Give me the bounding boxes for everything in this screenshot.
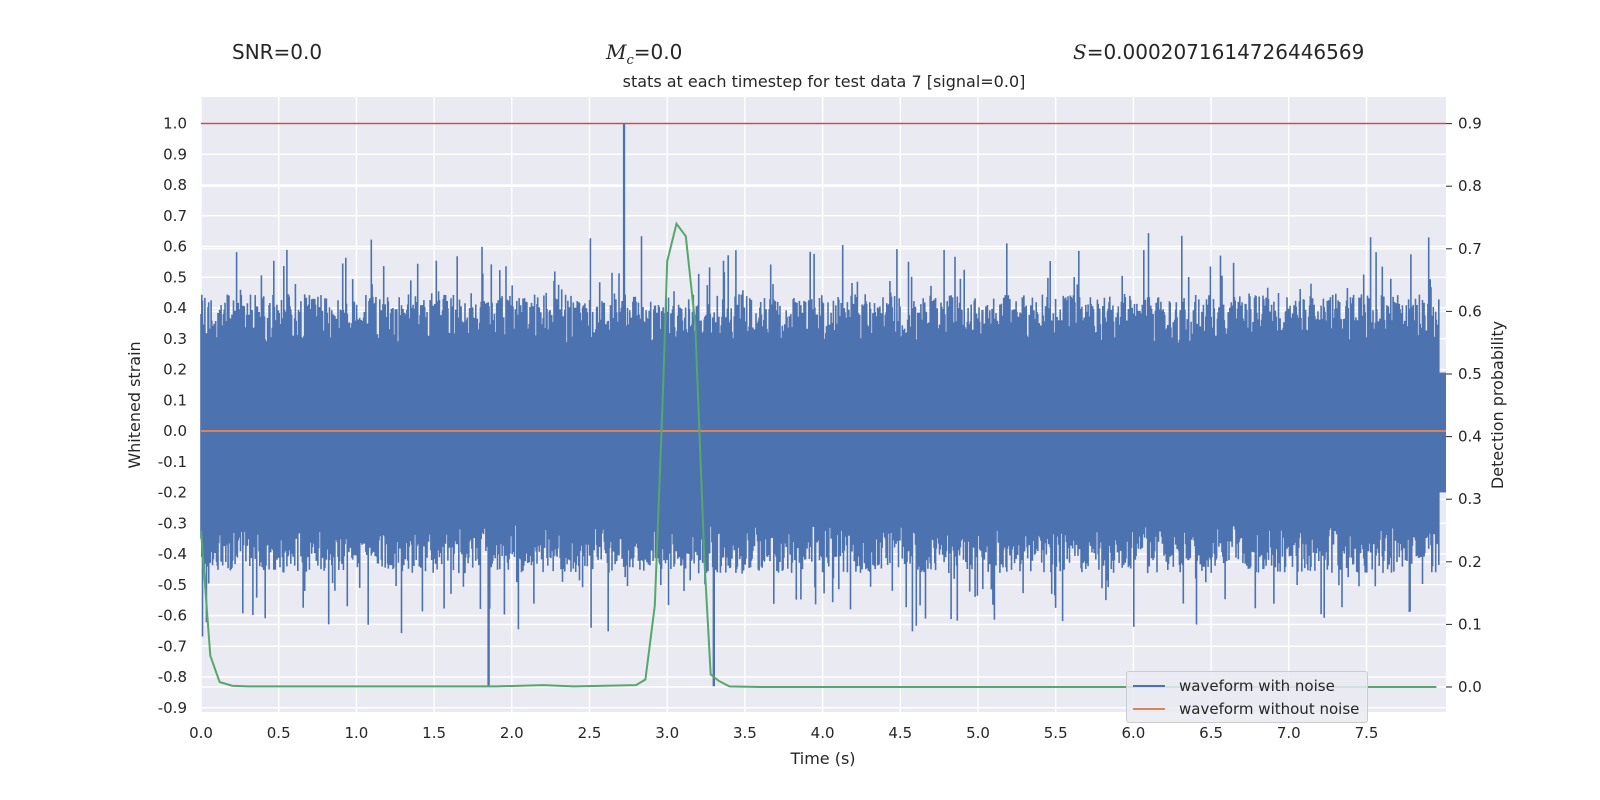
y-tick-label: 0.1 (163, 391, 187, 409)
y2-tick-label: 0.5 (1458, 365, 1482, 383)
y-tick-label: 0.7 (163, 207, 187, 225)
y2-tick-label: 0.8 (1458, 177, 1482, 195)
y-tick-label: 1.0 (163, 115, 187, 133)
noise-band (201, 372, 1446, 493)
y2-tick-label: 0.9 (1458, 115, 1482, 133)
x-axis-ticks: 0.0 0.5 1.0 1.5 2.0 2.5 3.0 3.5 4.0 4.5 5.0 5.5 6.0 6… (189, 724, 1378, 742)
y-tick-label: -0.2 (158, 484, 187, 502)
legend-label-noise: waveform with noise (1179, 677, 1335, 695)
y2-tick-label: 0.0 (1458, 678, 1482, 696)
y-tick-label: 0.4 (163, 299, 187, 317)
y-tick-label: -0.8 (158, 668, 187, 686)
x-tick-label: 6.0 (1121, 724, 1145, 742)
y-tick-label: -0.4 (158, 545, 187, 563)
y2-tick-label: 0.6 (1458, 302, 1482, 320)
y-tick-label: -0.3 (158, 514, 187, 532)
x-axis-label: Time (s) (789, 749, 855, 768)
x-tick-label: 5.5 (1044, 724, 1068, 742)
header-s-statistic: S=0.0002071614726446569 (1073, 40, 1364, 64)
y-tick-label: 0.8 (163, 176, 187, 194)
legend: waveform with noise waveform without noi… (1126, 671, 1368, 723)
y2-tick-label: 0.7 (1458, 240, 1482, 258)
header-snr: SNR=0.0 (232, 40, 323, 64)
mc-subscript: c (626, 53, 634, 68)
y-tick-label: -0.1 (158, 453, 187, 471)
x-tick-label: 1.0 (344, 724, 368, 742)
mc-symbol: M (606, 40, 627, 64)
y-tick-label: 0.3 (163, 330, 187, 348)
y2-tick-label: 0.4 (1458, 428, 1482, 446)
x-tick-label: 2.0 (500, 724, 524, 742)
legend-swatch-noise (1133, 685, 1165, 687)
x-tick-label: 2.5 (578, 724, 602, 742)
x-tick-label: 1.5 (422, 724, 446, 742)
y-tick-label: 0.2 (163, 361, 187, 379)
s-symbol: S (1073, 40, 1087, 64)
y-tick-label: 0.9 (163, 145, 187, 163)
y-tick-label: -0.6 (158, 607, 187, 625)
x-tick-label: 6.5 (1199, 724, 1223, 742)
x-tick-label: 3.5 (733, 724, 757, 742)
y-tick-label: 0.6 (163, 238, 187, 256)
legend-label-clean: waveform without noise (1179, 700, 1360, 718)
y-axis-ticks: 1.0 0.9 0.8 0.7 0.6 0.5 0.4 0.3 0.2 0.1 0.0 -0.1 -0.… (158, 115, 187, 717)
y-tick-label: -0.9 (158, 699, 187, 717)
x-tick-label: 7.0 (1277, 724, 1301, 742)
y2-axis-ticks: 0.9 0.8 0.7 0.6 0.5 0.4 0.3 0.2 0.1 0.0 (1446, 115, 1482, 696)
x-tick-label: 5.0 (966, 724, 990, 742)
legend-item-clean: waveform without noise (1133, 699, 1359, 719)
y-tick-label: 0.0 (163, 422, 187, 440)
y-tick-label: -0.5 (158, 576, 187, 594)
x-tick-label: 0.0 (189, 724, 213, 742)
series-detection-probability (200, 221, 1437, 688)
mc-value: =0.0 (633, 40, 683, 64)
x-tick-label: 0.5 (267, 724, 291, 742)
y-tick-label: 0.5 (163, 268, 187, 286)
legend-swatch-clean (1133, 708, 1165, 710)
chart-title: stats at each timestep for test data 7 [… (622, 72, 1026, 91)
header-chirp-mass: Mc=0.0 (606, 40, 682, 68)
y2-tick-label: 0.2 (1458, 553, 1482, 571)
legend-item-noise: waveform with noise (1133, 676, 1335, 696)
y-tick-label: -0.7 (158, 637, 187, 655)
x-tick-label: 3.0 (655, 724, 679, 742)
y2-axis-label: Detection probability (1488, 321, 1507, 489)
probability-trace (200, 221, 1437, 688)
x-tick-label: 7.5 (1355, 724, 1379, 742)
x-tick-label: 4.0 (811, 724, 835, 742)
y-axis-label: Whitened strain (125, 341, 144, 468)
x-tick-label: 4.5 (888, 724, 912, 742)
y2-tick-label: 0.1 (1458, 615, 1482, 633)
s-value: =0.0002071614726446569 (1086, 40, 1365, 64)
y2-tick-label: 0.3 (1458, 490, 1482, 508)
